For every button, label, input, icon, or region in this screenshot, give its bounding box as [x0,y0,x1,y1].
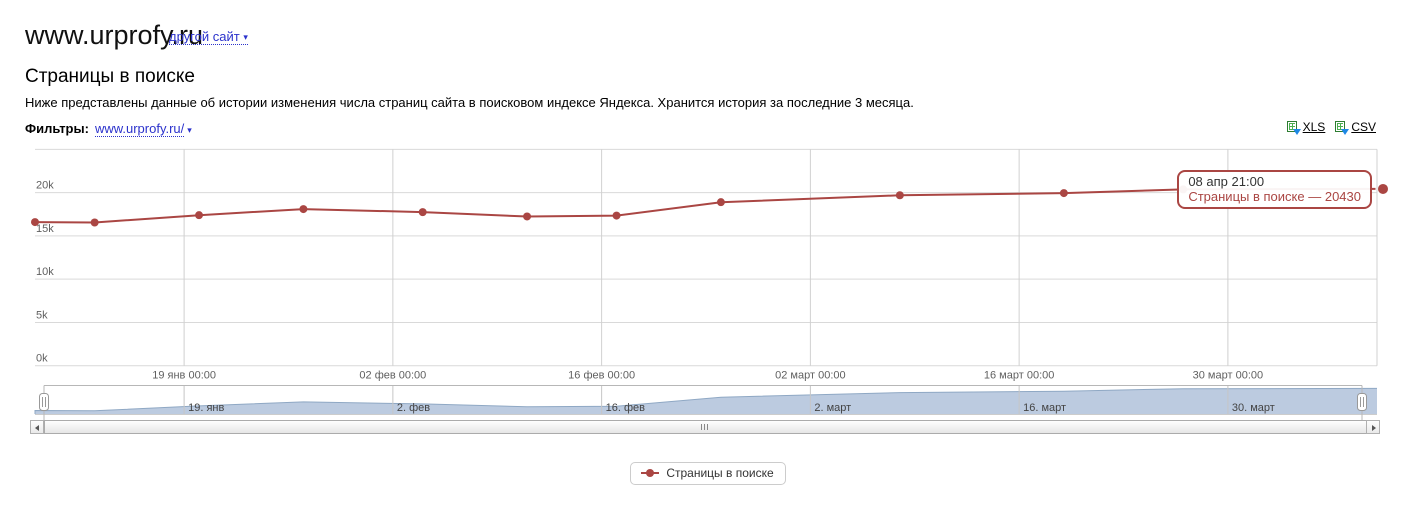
navigator-area-line [34,387,1377,414]
navigator-handle-left[interactable] [39,393,49,411]
y-axis-label: 15k [36,223,54,235]
chart-tooltip: 08 апр 21:00 Страницы в поиске — 20430 [1177,170,1372,209]
navigator-area [35,388,1377,414]
y-axis-label: 10k [36,266,54,278]
navigator-tick-label: 2. март [814,402,851,414]
change-site-link[interactable]: другой сайт ▾ [169,29,248,45]
data-point[interactable] [612,211,621,220]
data-point[interactable] [418,208,427,217]
data-point[interactable] [716,198,725,207]
data-point[interactable] [1059,189,1068,198]
navigator-handle-right[interactable] [1357,393,1367,411]
chevron-down-icon[interactable]: ▾ [187,125,192,135]
data-point[interactable] [31,218,39,227]
scrollbar-grip-icon [701,424,708,430]
navigator[interactable]: 19. янв 2. фев 16. фев 2. март 16. март 30. м… [25,383,1395,420]
scrollbar-left-arrow-icon[interactable] [30,420,44,434]
site-title: www.urprofy.ru [25,20,204,50]
navigator-tick-label: 16. фев [606,402,646,414]
tooltip-date: 08 апр 21:00 [1188,174,1265,189]
x-axis-label: 30 март 00:00 [1193,370,1263,382]
y-axis-label: 20k [36,180,54,192]
filter-site-link[interactable]: www.urprofy.ru/ [94,121,185,137]
export-links: XLS CSV [1286,120,1376,135]
main-chart-plot[interactable]: 0k 5k 10k 15k 20k 19 янв 00:00 02 фев 00:00 16 … [25,145,1395,383]
xls-file-icon [1286,120,1301,135]
scrollbar-thumb[interactable] [44,420,1368,434]
data-point[interactable] [523,212,532,221]
series-line [34,187,1376,224]
tooltip-value: Страницы в поиске — 20430 [1188,189,1361,204]
data-point-hovered[interactable] [1378,183,1388,194]
data-point[interactable] [195,211,204,220]
export-xls-link[interactable]: XLS [1286,120,1325,135]
legend-item-pages-in-search[interactable]: Страницы в поиске [630,462,786,485]
legend-label: Страницы в поиске [666,466,774,480]
x-axis-label: 02 фев 00:00 [359,370,426,382]
navigator-tick-label: 19. янв [188,402,224,414]
filters-row: Фильтры: www.urprofy.ru/▾ [25,121,192,137]
data-point[interactable] [895,191,904,200]
chart-scrollbar[interactable] [30,420,1380,434]
scrollbar-right-arrow-icon[interactable] [1366,420,1380,434]
legend-marker-icon [641,469,660,477]
x-axis-label: 19 янв 00:00 [152,370,216,382]
filters-label: Фильтры: [25,121,89,136]
chart-legend: Страницы в поиске [0,462,1416,485]
page-description: Ниже представлены данные об истории изме… [25,95,914,110]
x-axis-label: 02 март 00:00 [775,370,845,382]
csv-file-icon [1335,120,1350,135]
navigator-tick-label: 30. март [1232,402,1275,414]
chevron-down-icon: ▾ [243,32,248,42]
export-csv-link[interactable]: CSV [1335,120,1376,135]
navigator-tick-label: 16. март [1023,402,1066,414]
data-point[interactable] [299,205,308,214]
y-axis-label: 5k [36,309,48,321]
navigator-tick-label: 2. фев [397,402,430,414]
x-axis-label: 16 март 00:00 [984,370,1054,382]
data-point[interactable] [90,218,99,227]
page-title: Страницы в поиске [25,66,195,87]
y-axis-label: 0k [36,353,48,365]
x-axis-label: 16 фев 00:00 [568,370,635,382]
